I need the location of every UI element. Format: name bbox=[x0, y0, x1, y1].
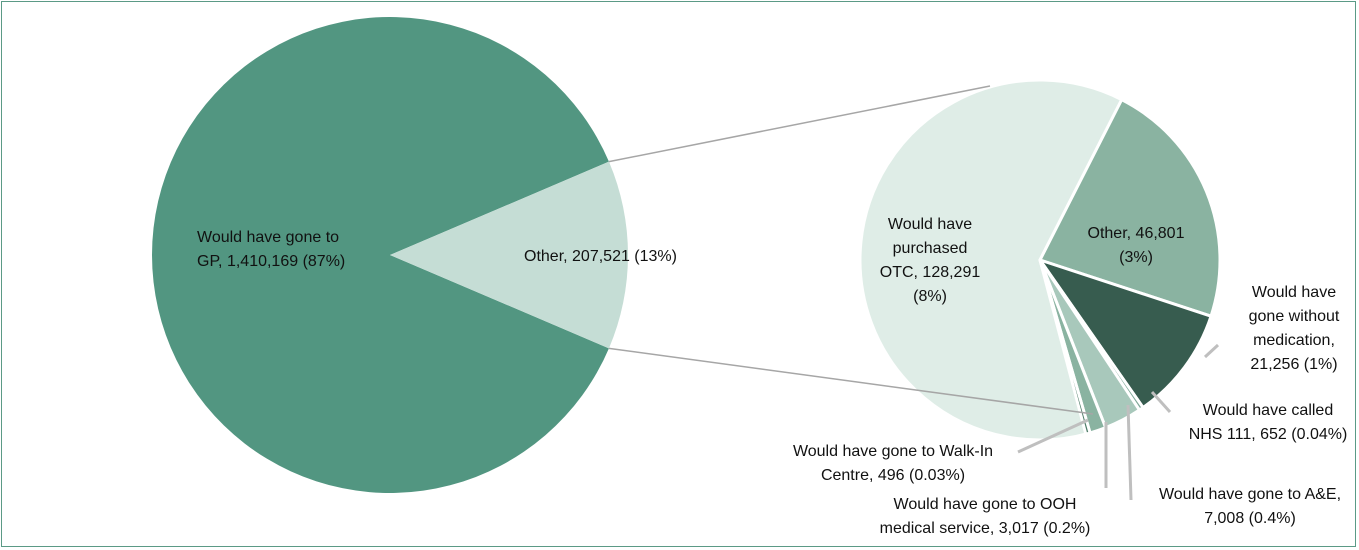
pie-slice-gp bbox=[151, 17, 609, 494]
label-gp: Would have gone to GP, 1,410,169 (87%) bbox=[197, 229, 345, 270]
label-gp-line-2: GP, 1,410,169 (87%) bbox=[197, 253, 345, 270]
leader-lines bbox=[1017, 343, 1220, 501]
label-ae-line-1: Would have gone to A&E, bbox=[1159, 486, 1341, 503]
pie2-slice-without-medication bbox=[1038, 258, 1213, 410]
leader-without-medication bbox=[1203, 343, 1220, 359]
label-walk-in: Would have gone to Walk-In Centre, 496 (0… bbox=[793, 443, 993, 484]
label-walk-in-line-1: Would have gone to Walk-In bbox=[793, 443, 993, 460]
label-otc: Would have purchased OTC, 128,291 (8%) bbox=[880, 216, 981, 305]
leader-nhs-111 bbox=[1150, 390, 1172, 414]
label-without-medication-line-1: Would have bbox=[1252, 284, 1336, 301]
label-other-main: Other, 207,521 (13%) bbox=[524, 248, 677, 265]
label-otc-line-2: purchased bbox=[893, 240, 968, 257]
pie2-slice-other bbox=[1038, 98, 1222, 318]
label-ae: Would have gone to A&E, 7,008 (0.4%) bbox=[1159, 486, 1341, 527]
label-other-secondary: Other, 46,801 (3%) bbox=[1088, 225, 1185, 266]
label-gp-line-1: Would have gone to bbox=[197, 229, 339, 246]
label-ooh-line-1: Would have gone to OOH bbox=[894, 496, 1077, 513]
connector-top bbox=[608, 85, 991, 163]
label-other-main-line-1: Other, 207,521 (13%) bbox=[524, 248, 677, 265]
label-nhs-111-line-1: Would have called bbox=[1203, 402, 1333, 419]
pie2-slice-otc bbox=[858, 78, 1124, 442]
pie-slice-other bbox=[390, 161, 628, 349]
label-otc-line-3: OTC, 128,291 bbox=[880, 264, 981, 281]
pie2-slice-walk-in bbox=[1038, 258, 1092, 436]
leader-walk-in bbox=[1017, 418, 1089, 454]
connector-bottom bbox=[608, 347, 1094, 415]
label-without-medication: Would have gone without medication, 21,256 … bbox=[1249, 284, 1340, 373]
label-otc-line-4: (8%) bbox=[913, 288, 947, 305]
label-without-medication-line-3: medication, bbox=[1253, 332, 1335, 349]
label-other-secondary-line-2: (3%) bbox=[1119, 249, 1153, 266]
leader-ae bbox=[1126, 404, 1133, 501]
label-walk-in-line-2: Centre, 496 (0.03%) bbox=[821, 467, 965, 484]
label-ooh: Would have gone to OOH medical service, 3… bbox=[880, 496, 1091, 537]
label-without-medication-line-2: gone without bbox=[1249, 308, 1340, 325]
label-nhs-111-line-2: NHS 111, 652 (0.04%) bbox=[1189, 426, 1348, 443]
label-ooh-line-2: medical service, 3,017 (0.2%) bbox=[880, 520, 1091, 537]
connector-lines bbox=[608, 85, 1094, 415]
label-other-secondary-line-1: Other, 46,801 bbox=[1088, 225, 1185, 242]
label-otc-line-1: Would have bbox=[888, 216, 972, 233]
label-nhs-111: Would have called NHS 111, 652 (0.04%) bbox=[1189, 402, 1348, 443]
label-without-medication-line-4: 21,256 (1%) bbox=[1250, 356, 1337, 373]
label-ae-line-2: 7,008 (0.4%) bbox=[1204, 510, 1296, 527]
